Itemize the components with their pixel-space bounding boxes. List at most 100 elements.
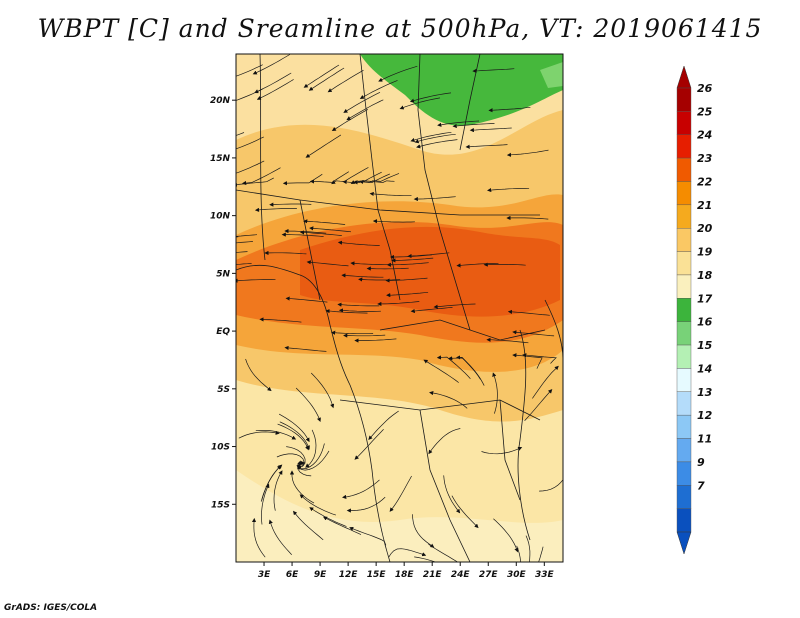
streamline (343, 91, 381, 113)
colorbar-swatch (676, 274, 692, 299)
streamline (236, 160, 265, 174)
streamline (469, 127, 512, 133)
streamline (452, 123, 495, 129)
streamline (487, 187, 530, 193)
streamline (378, 65, 418, 82)
streamline (268, 519, 292, 555)
colorbar-label: 14 (697, 362, 712, 375)
colorbar-bottom-arrow (676, 531, 692, 555)
colorbar-label: 19 (697, 246, 713, 259)
colorbar-label: 13 (697, 386, 713, 399)
streamline (303, 219, 346, 225)
x-tick-label: 15E (367, 570, 387, 580)
y-tick-label: 5N (216, 269, 230, 279)
streamline (428, 428, 461, 455)
x-axis-ticks: 3E 6E 9E 12E 15E 18E 21E 24E 27E 30E 33E (258, 562, 555, 580)
streamline (423, 359, 459, 383)
x-tick-label: 9E (314, 570, 327, 580)
streamline (338, 308, 381, 313)
streamline (416, 139, 458, 149)
colorbar-swatch (676, 485, 692, 509)
colorbar-label: 12 (697, 409, 713, 422)
y-tick-label: EQ (216, 327, 230, 337)
streamline (337, 302, 380, 307)
streamline (310, 372, 335, 409)
streamline (451, 495, 479, 529)
colorbar-label: 22 (697, 175, 713, 188)
streamline (506, 215, 549, 221)
colorbar-swatch (676, 508, 692, 533)
colorbar-swatch (676, 321, 692, 346)
streamline (346, 496, 386, 513)
streamline (472, 68, 515, 73)
map-frame (235, 53, 564, 563)
x-tick-label: 6E (286, 570, 299, 580)
streamline (327, 69, 364, 93)
streamline (532, 365, 559, 399)
streamline (433, 303, 476, 309)
streamline (369, 191, 412, 197)
streamline (277, 423, 309, 451)
streamline (539, 479, 563, 492)
x-tick-label: 24E (451, 570, 471, 580)
streamline (297, 443, 325, 470)
streamline (236, 136, 264, 150)
streamline (255, 429, 297, 440)
streamline (492, 372, 498, 414)
streamline (350, 261, 393, 266)
green-cool-region (360, 54, 563, 126)
streamline (386, 262, 429, 267)
colorbar-swatch (676, 87, 692, 112)
x-tick-label: 33E (535, 570, 555, 580)
streamline (282, 173, 323, 186)
streamline (525, 535, 531, 562)
streamline (358, 277, 401, 282)
colorbar-swatch (676, 157, 692, 182)
streamline (289, 470, 315, 504)
streamline (366, 266, 409, 271)
streamline (342, 479, 380, 499)
streamline (309, 507, 347, 527)
streamline (350, 173, 391, 185)
streamline (389, 254, 432, 260)
streamline (260, 465, 282, 502)
streamline (413, 196, 456, 202)
colorbar-top-arrow (676, 65, 692, 89)
streamline (295, 387, 321, 422)
streamline (261, 483, 270, 525)
colorbar-swatch (676, 251, 692, 276)
colorbar-label: 15 (697, 339, 713, 352)
x-tick-label: 3E (258, 570, 271, 580)
streamline (242, 167, 281, 186)
streamline (349, 526, 387, 546)
streamline (236, 263, 252, 265)
colorbar-swatch (676, 438, 692, 463)
streamline (488, 106, 531, 113)
streamline (296, 450, 330, 471)
colorbar-label: 11 (697, 433, 712, 446)
streamline (236, 278, 276, 283)
colorbar-label: 17 (697, 292, 713, 305)
streamline (414, 556, 437, 562)
streamline (437, 120, 480, 127)
colorbar-swatch (676, 204, 692, 229)
streamline (284, 345, 327, 352)
colorbar-swatch (676, 391, 692, 416)
map-title: WBPT [C] and Sreamline at 500hPa, VT: 20… (37, 14, 763, 43)
streamline (512, 330, 555, 337)
streamline (308, 67, 345, 91)
streamline (483, 262, 526, 267)
x-tick-label: 18E (395, 570, 415, 580)
colorbar-label: 21 (697, 199, 712, 212)
streamline (269, 202, 312, 207)
streamline (236, 236, 239, 238)
streamline (236, 234, 258, 237)
streamline (372, 219, 415, 224)
colorbar: 26 25 24 23 22 21 20 19 18 17 16 15 14 13 12 11 9 7 (676, 65, 713, 555)
y-tick-label: 5S (217, 385, 230, 395)
streamline (256, 79, 294, 100)
streamline (236, 241, 253, 244)
streamline (254, 207, 297, 212)
x-tick-label: 21E (423, 570, 443, 580)
streamline (331, 330, 374, 335)
